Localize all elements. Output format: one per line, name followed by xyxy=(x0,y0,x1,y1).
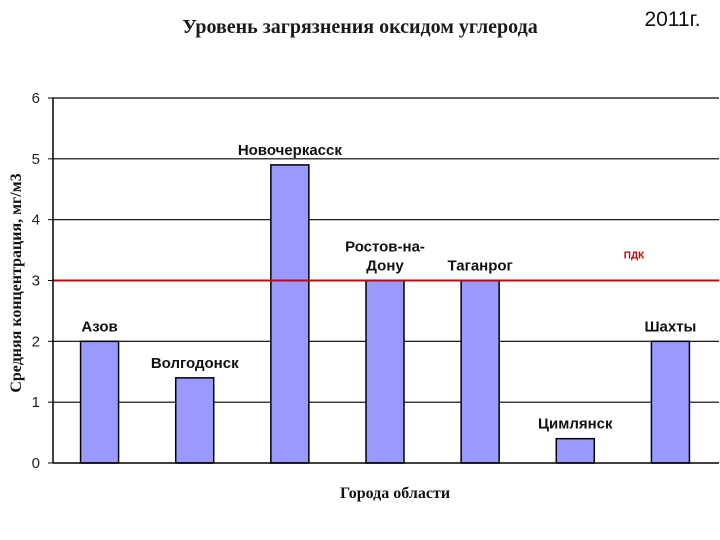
y-tick-label: 6 xyxy=(32,90,40,107)
y-tick-label: 5 xyxy=(32,151,40,168)
bar xyxy=(460,279,500,464)
bar xyxy=(365,279,405,464)
y-tick-label: 3 xyxy=(32,273,40,290)
bar xyxy=(270,164,310,464)
y-tick-label: 4 xyxy=(32,212,40,229)
bar xyxy=(174,377,215,464)
pdk-reference: ПДК xyxy=(53,251,719,282)
axes xyxy=(52,98,719,464)
bar xyxy=(555,437,596,464)
bar-label: Таганрог xyxy=(447,258,512,275)
bar-label: Новочеркасск xyxy=(238,142,343,159)
x-axis-title: Города области xyxy=(340,485,450,502)
bar-label: Шахты xyxy=(644,318,696,335)
y-tick-labels: 0 1 2 3 4 5 6 xyxy=(32,90,40,472)
bar-label: Дону xyxy=(366,258,404,275)
bar-label: Азов xyxy=(81,318,117,335)
y-tick-label: 0 xyxy=(32,455,40,472)
city-labels: Азов Волгодонск Новочеркасск Ростов-на- Дону… xyxy=(81,142,696,433)
pdk-label: ПДК xyxy=(624,251,645,262)
bar-label: Цимлянск xyxy=(538,416,613,433)
y-tick-label: 1 xyxy=(32,394,40,411)
year-label: 2011г. xyxy=(644,8,701,31)
chart-title: Уровень загрязнения оксидом углерода xyxy=(182,16,538,38)
bar xyxy=(79,340,120,464)
bar-label: Ростов-на- xyxy=(345,239,425,256)
y-axis-title: Средняя концентрация, мг/м3 xyxy=(8,173,25,392)
bar-label: Волгодонск xyxy=(151,355,239,372)
bar xyxy=(650,340,691,464)
y-tick-label: 2 xyxy=(32,333,40,350)
